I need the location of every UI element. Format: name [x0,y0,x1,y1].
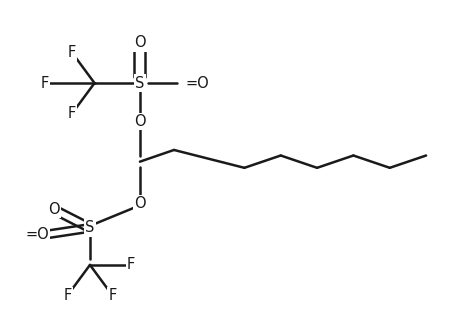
Text: =O: =O [186,76,209,91]
Text: S: S [135,76,144,91]
Text: O: O [48,202,59,217]
Text: =O: =O [25,227,49,242]
Text: F: F [127,258,135,272]
Text: O: O [134,35,146,50]
Text: F: F [40,76,48,91]
Text: F: F [63,288,71,303]
Text: F: F [68,45,76,60]
Text: F: F [109,288,117,303]
Text: F: F [68,106,76,121]
Text: S: S [85,220,95,235]
Text: O: O [134,196,146,211]
Text: O: O [134,114,146,129]
